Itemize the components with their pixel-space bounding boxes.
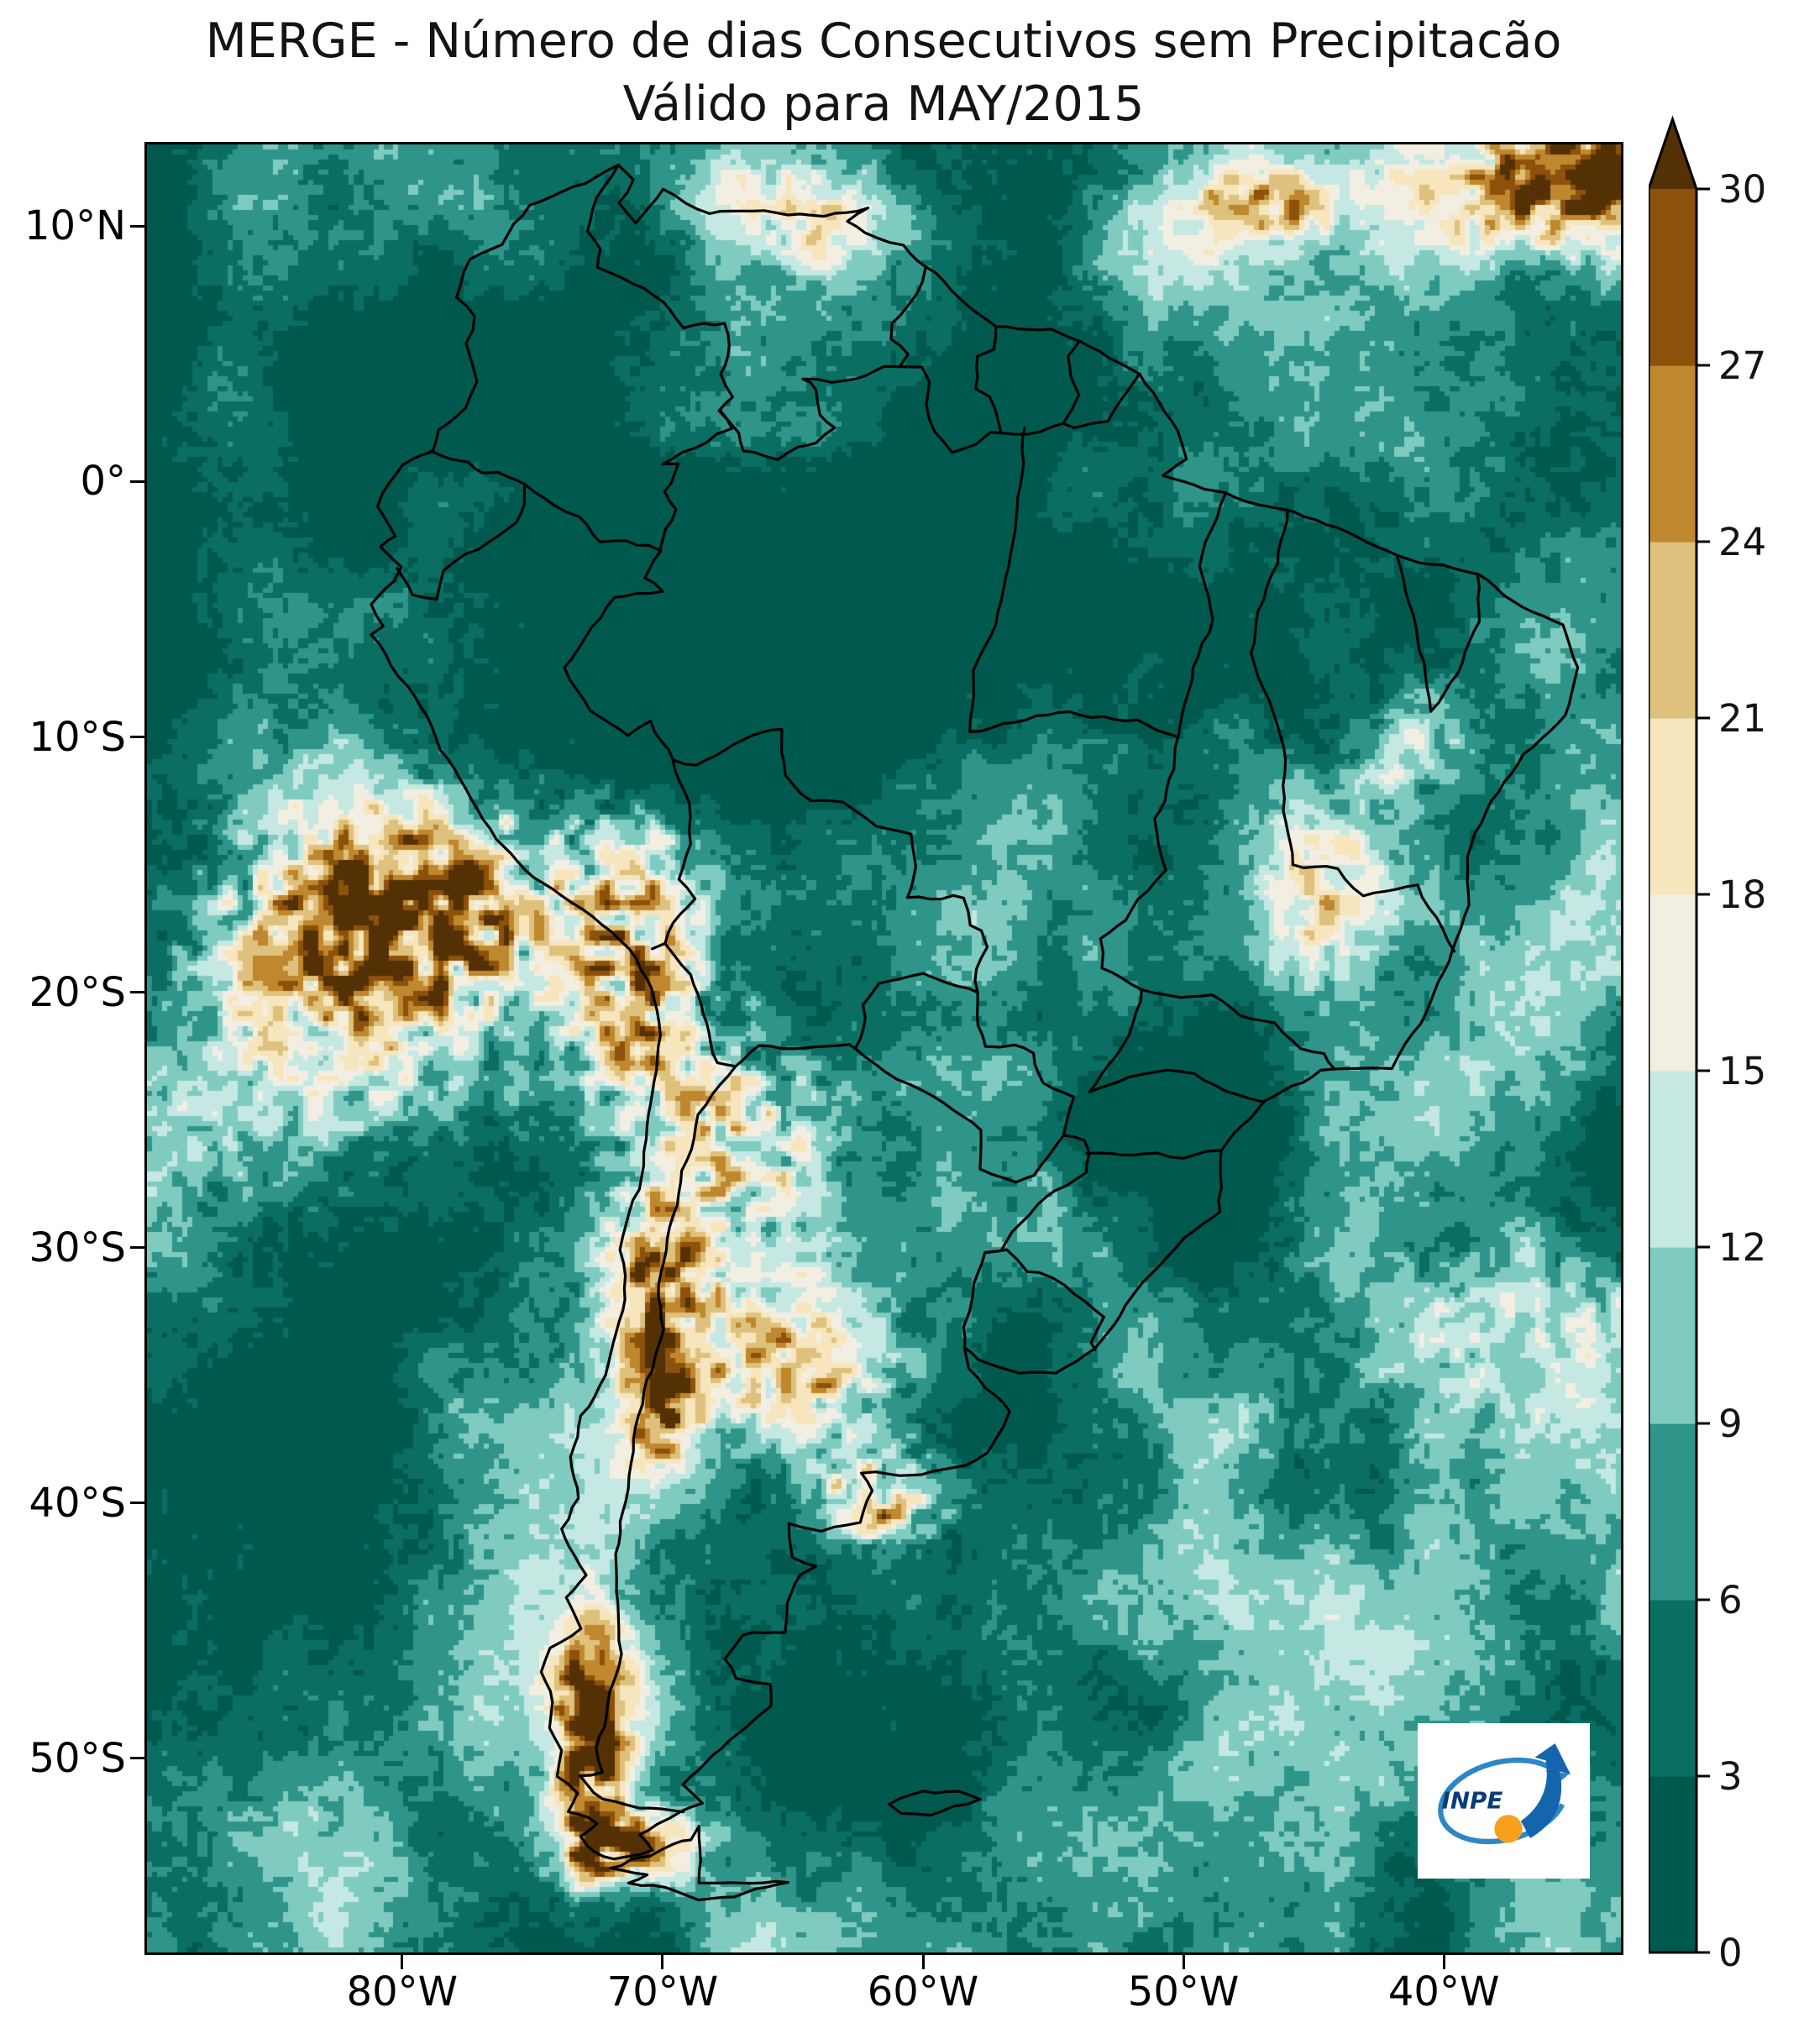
y-tick-label: 20°S	[29, 968, 126, 1016]
chart-title-line2: Válido para MAY/2015	[622, 76, 1145, 133]
inpe-logo-graphic: INPE	[1438, 1743, 1571, 1845]
colorbar-tick-label: 15	[1718, 1049, 1766, 1093]
internal-border	[1088, 1068, 1266, 1103]
colorbar-segment	[1649, 1247, 1696, 1424]
colorbar-segment	[1649, 1776, 1696, 1953]
colorbar-segment	[1649, 189, 1696, 366]
y-tick-label: 30°S	[29, 1224, 126, 1271]
internal-border	[650, 758, 697, 951]
chart-title-line1: MERGE - Número de dias Consecutivos sem …	[205, 13, 1562, 69]
internal-border	[1250, 651, 1294, 867]
internal-border	[396, 482, 527, 601]
internal-border	[898, 365, 1003, 454]
internal-border	[1085, 1149, 1222, 1160]
internal-border	[1088, 735, 1180, 1093]
internal-border	[1395, 554, 1433, 713]
y-tick-label: 10°S	[29, 713, 126, 761]
internal-border	[429, 449, 527, 485]
internal-border	[663, 942, 737, 1068]
x-tick-mark	[401, 1952, 404, 1969]
inpe-logo: INPE	[1418, 1723, 1590, 1879]
colorbar-segment	[1649, 1600, 1696, 1777]
inpe-logo-text: INPE	[1442, 1787, 1503, 1815]
x-tick-mark	[661, 1952, 664, 1969]
chart-title: MERGE - Número de dias Consecutivos sem …	[98, 10, 1669, 136]
colorbar-tick-label: 12	[1718, 1225, 1766, 1270]
colorbar-segment	[1649, 1423, 1696, 1601]
y-tick-mark	[130, 1246, 147, 1250]
y-tick-mark	[130, 480, 147, 483]
y-tick-mark	[130, 1502, 147, 1505]
internal-border	[974, 327, 1003, 435]
internal-border	[1140, 988, 1336, 1071]
x-tick-label: 80°W	[346, 1968, 459, 2015]
y-tick-label: 10°N	[24, 202, 126, 250]
x-tick-label: 50°W	[1127, 1968, 1240, 2015]
colorbar-segment	[1649, 894, 1696, 1072]
colorbar-outline	[1649, 115, 1698, 1954]
internal-border	[658, 408, 734, 553]
x-tick-mark	[1182, 1952, 1185, 1969]
colorbar-tick-label: 27	[1718, 343, 1766, 388]
x-tick-label: 40°W	[1387, 1968, 1500, 2015]
colorbar-tick-label: 3	[1718, 1754, 1743, 1799]
inpe-orange-ball-icon	[1494, 1815, 1523, 1843]
y-tick-label: 0°	[80, 458, 126, 506]
colorbar-segment	[1649, 365, 1696, 542]
internal-border	[585, 163, 745, 453]
falkland-islands-border	[888, 1790, 982, 1817]
internal-border	[976, 991, 1076, 1137]
country-borders	[370, 163, 1580, 1902]
internal-border	[523, 482, 664, 593]
internal-border	[889, 265, 927, 369]
internal-border	[1429, 574, 1481, 713]
x-tick-label: 60°W	[867, 1968, 979, 2015]
map-plot-area: INPE	[144, 142, 1623, 1955]
colorbar-extend-arrow	[1649, 119, 1696, 189]
inpe-up-arrow-icon	[1520, 1743, 1571, 1838]
internal-border	[962, 1134, 1091, 1349]
internal-border	[853, 1046, 1065, 1184]
internal-border	[563, 590, 674, 762]
colorbar-tick-label: 18	[1718, 873, 1766, 917]
colorbar-segment	[1649, 718, 1696, 895]
internal-border	[734, 1043, 857, 1068]
colorbar-segment	[1649, 542, 1696, 719]
colorbar-tick-label: 30	[1718, 167, 1766, 212]
internal-border	[968, 710, 1180, 739]
internal-border	[853, 972, 979, 1051]
internal-border	[1250, 508, 1289, 654]
inpe-orbit-icon	[1438, 1757, 1565, 1845]
x-tick-mark	[1442, 1952, 1445, 1969]
colorbar-tick-label: 24	[1718, 520, 1766, 564]
x-tick-label: 70°W	[606, 1968, 719, 2015]
internal-border	[671, 727, 989, 994]
internal-border	[578, 1065, 737, 1814]
y-tick-label: 50°S	[29, 1734, 126, 1782]
y-tick-mark	[130, 736, 147, 738]
colorbar: 0 3 6 9 12 15 18 21 24 27 30	[1649, 115, 1766, 1969]
y-tick-label: 40°S	[29, 1479, 126, 1527]
colorbar-tick-label: 21	[1718, 696, 1766, 741]
internal-border	[983, 1248, 1105, 1351]
colorbar-tick-label: 6	[1718, 1578, 1743, 1622]
y-tick-mark	[130, 1757, 147, 1760]
colorbar-tick-label: 0	[1718, 1931, 1743, 1969]
tierra-del-fuego-border	[609, 1824, 789, 1902]
y-tick-mark	[130, 224, 147, 228]
internal-border	[999, 422, 1076, 436]
x-tick-mark	[921, 1952, 925, 1969]
y-tick-mark	[130, 991, 147, 994]
colorbar-tick-label: 9	[1718, 1402, 1743, 1446]
precipitation-heatmap	[147, 144, 1621, 1952]
internal-border	[1177, 493, 1227, 739]
internal-border	[1062, 339, 1081, 425]
internal-border	[1291, 863, 1456, 953]
internal-border	[742, 364, 901, 461]
colorbar-segment	[1649, 1071, 1696, 1248]
internal-border	[968, 426, 1026, 733]
coastline-border	[370, 163, 1580, 1861]
internal-border	[1072, 373, 1141, 430]
